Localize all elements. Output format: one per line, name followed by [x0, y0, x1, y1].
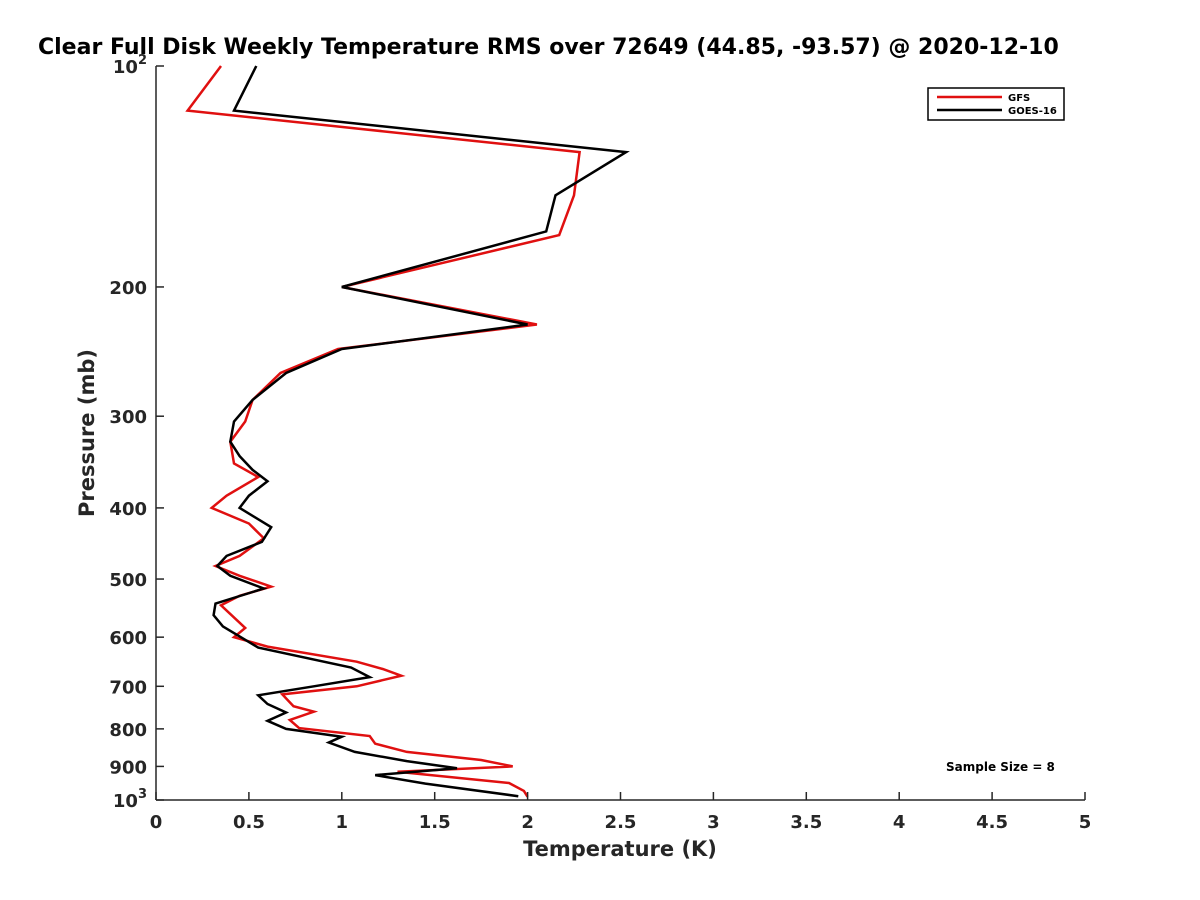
x-tick-label: 1.5: [419, 812, 451, 833]
y-tick-label: 103: [113, 787, 147, 812]
legend-box: [927, 87, 1065, 121]
y-tick-label: 200: [109, 278, 147, 299]
x-tick-label: 4.5: [976, 812, 1008, 833]
chart-title: Clear Full Disk Weekly Temperature RMS o…: [38, 35, 1059, 60]
y-tick-label: 700: [109, 677, 147, 698]
x-tick-label: 0: [150, 812, 163, 833]
x-tick-label: 1: [336, 812, 349, 833]
legend: GFS GOES-16: [927, 87, 1065, 121]
y-ticks: 102 200 300 400 500 600 700 800 900 103: [109, 53, 164, 812]
x-tick-label: 2.5: [605, 812, 637, 833]
x-tick-label: 3.5: [790, 812, 822, 833]
plot-area: [156, 66, 1085, 800]
x-tick-label: 0.5: [233, 812, 265, 833]
sample-size-annotation: Sample Size = 8: [946, 760, 1055, 774]
series-line-goes-16: [212, 65, 630, 798]
y-axis-label: Pressure (mb): [75, 349, 99, 517]
y-tick-label: 800: [109, 720, 147, 741]
x-tick-label: 5: [1079, 812, 1092, 833]
y-tick-label: 400: [109, 499, 147, 520]
series-layer: [185, 65, 630, 798]
x-axis-label: Temperature (K): [523, 837, 717, 861]
legend-gfs-label: GFS: [1008, 93, 1030, 104]
x-ticks: 0 0.5 1 1.5 2 2.5 3 3.5 4 4.5 5: [150, 792, 1092, 833]
x-tick-label: 2: [521, 812, 534, 833]
y-tick-label: 600: [109, 628, 147, 649]
legend-goes16-label: GOES-16: [1008, 106, 1057, 117]
x-tick-label: 3: [707, 812, 720, 833]
x-tick-label: 4: [893, 812, 906, 833]
y-tick-label: 102: [113, 53, 147, 78]
y-tick-label: 300: [109, 407, 147, 428]
y-tick-label: 900: [109, 757, 147, 778]
y-tick-label: 500: [109, 570, 147, 591]
